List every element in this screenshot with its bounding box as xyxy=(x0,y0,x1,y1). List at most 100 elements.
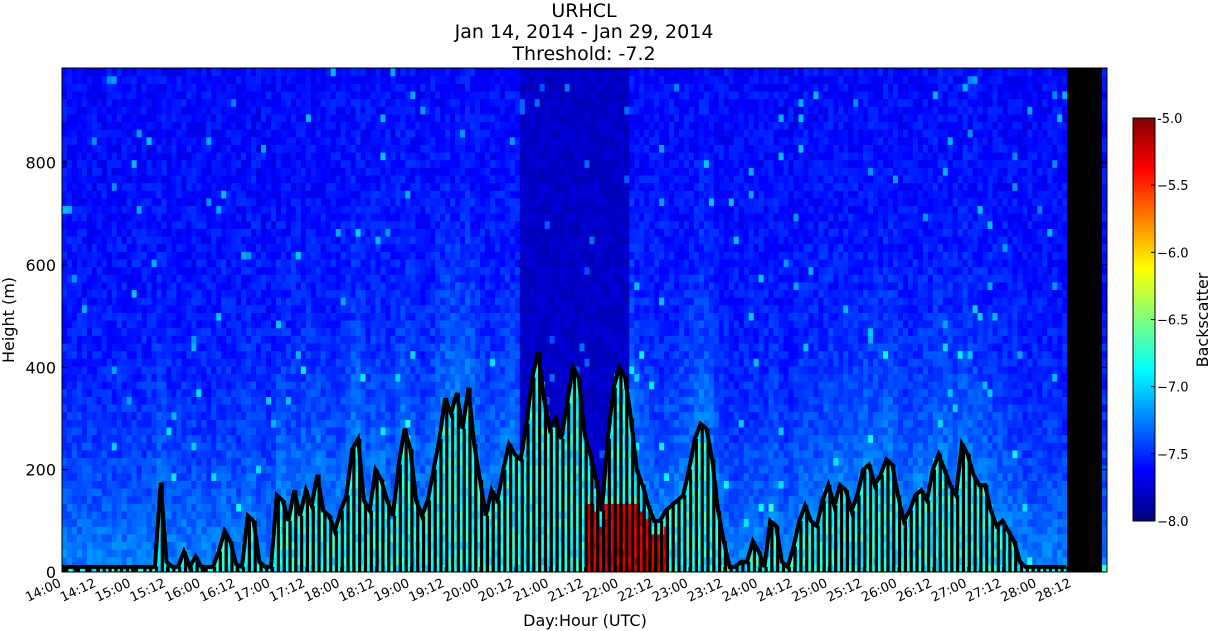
heatmap-cell xyxy=(370,404,377,413)
heatmap-cell xyxy=(280,190,287,199)
heatmap-cell xyxy=(231,510,237,520)
heatmap-cell xyxy=(166,213,173,222)
heatmap-cell xyxy=(365,442,372,451)
heatmap-cell xyxy=(116,472,123,481)
heatmap-cell xyxy=(271,404,277,413)
heatmap-cell xyxy=(246,396,252,405)
heatmap-cell xyxy=(166,404,173,413)
heatmap-cell xyxy=(271,449,277,459)
heatmap-cell xyxy=(91,526,98,535)
heatmap-cell xyxy=(435,243,441,252)
heatmap-cell xyxy=(390,129,397,138)
heatmap-cell xyxy=(201,274,207,283)
heatmap-cell xyxy=(305,457,312,466)
heatmap-cell xyxy=(121,167,128,176)
heatmap-cell xyxy=(405,144,411,153)
heatmap-cell xyxy=(256,495,262,504)
heatmap-cell xyxy=(295,243,302,252)
heatmap-cell xyxy=(310,381,317,390)
heatmap-cell xyxy=(365,121,372,130)
heatmap-cell xyxy=(295,98,302,107)
heatmap-cell xyxy=(66,472,73,481)
heatmap-cell xyxy=(325,304,332,313)
heatmap-cell xyxy=(365,510,372,520)
heatmap-cell xyxy=(146,228,153,237)
heatmap-cell xyxy=(405,106,411,115)
heatmap-cell xyxy=(76,526,83,535)
heatmap-cell xyxy=(380,98,387,107)
heatmap-cell xyxy=(231,228,237,237)
heatmap-cell xyxy=(330,541,337,550)
heatmap-cell xyxy=(370,526,377,535)
heatmap-cell xyxy=(330,488,337,497)
heatmap-cell xyxy=(256,365,262,375)
heatmap-cell xyxy=(181,297,188,306)
heatmap-cell xyxy=(76,396,83,405)
heatmap-cell xyxy=(285,472,292,481)
heatmap-cell xyxy=(156,243,163,252)
heatmap-cell xyxy=(305,419,312,428)
heatmap-cell xyxy=(380,426,387,436)
heatmap-cell xyxy=(136,297,143,306)
heatmap-cell xyxy=(201,68,207,77)
heatmap-cell xyxy=(271,457,277,466)
heatmap-cell xyxy=(176,358,183,367)
heatmap-cell xyxy=(330,83,337,92)
heatmap-cell xyxy=(435,503,441,512)
heatmap-cell xyxy=(345,411,352,420)
heatmap-cell xyxy=(151,335,158,344)
heatmap-cell xyxy=(116,136,123,145)
heatmap-cell xyxy=(300,106,307,115)
heatmap-cell xyxy=(325,83,332,92)
heatmap-cell xyxy=(400,106,406,115)
heatmap-cell xyxy=(161,404,168,413)
heatmap-cell xyxy=(216,373,222,382)
heatmap-cell xyxy=(181,480,188,489)
heatmap-cell xyxy=(310,236,317,245)
heatmap-cell xyxy=(111,228,118,237)
heatmap-cell xyxy=(101,289,108,298)
heatmap-cell xyxy=(266,503,272,512)
heatmap-cell xyxy=(355,281,362,291)
heatmap-cell xyxy=(211,129,217,138)
heatmap-cell xyxy=(226,266,232,275)
heatmap-cell xyxy=(315,68,322,77)
heatmap-cell xyxy=(62,404,68,413)
heatmap-cell xyxy=(241,335,247,344)
heatmap-cell xyxy=(261,396,267,405)
heatmap-cell xyxy=(315,159,322,168)
heatmap-cell xyxy=(295,251,302,260)
heatmap-cell xyxy=(390,320,397,329)
heatmap-cell xyxy=(390,106,397,115)
heatmap-cell xyxy=(385,136,392,145)
heatmap-cell xyxy=(161,152,168,161)
heatmap-cell xyxy=(275,297,282,306)
heatmap-cell xyxy=(390,182,397,191)
heatmap-cell xyxy=(395,213,401,222)
heatmap-cell xyxy=(305,442,312,451)
heatmap-cell xyxy=(101,251,108,260)
heatmap-cell xyxy=(81,434,88,443)
heatmap-cell xyxy=(360,258,367,268)
heatmap-cell xyxy=(295,419,302,428)
heatmap-cell xyxy=(295,304,302,313)
heatmap-cell xyxy=(365,289,372,298)
heatmap-cell xyxy=(320,136,327,145)
heatmap-cell xyxy=(256,472,262,481)
heatmap-cell xyxy=(405,159,411,168)
heatmap-cell xyxy=(410,197,416,207)
heatmap-cell xyxy=(395,205,401,214)
heatmap-cell xyxy=(395,320,401,329)
heatmap-cell xyxy=(325,174,332,184)
heatmap-cell xyxy=(330,113,337,123)
heatmap-cell xyxy=(385,342,392,352)
heatmap-cell xyxy=(106,174,113,184)
heatmap-cell xyxy=(146,404,153,413)
heatmap-cell xyxy=(256,289,262,298)
heatmap-cell xyxy=(246,205,252,214)
heatmap-cell xyxy=(91,243,98,252)
heatmap-cell xyxy=(166,289,173,298)
heatmap-cell xyxy=(251,335,257,344)
heatmap-cell xyxy=(151,358,158,367)
heatmap-cell xyxy=(171,106,178,115)
